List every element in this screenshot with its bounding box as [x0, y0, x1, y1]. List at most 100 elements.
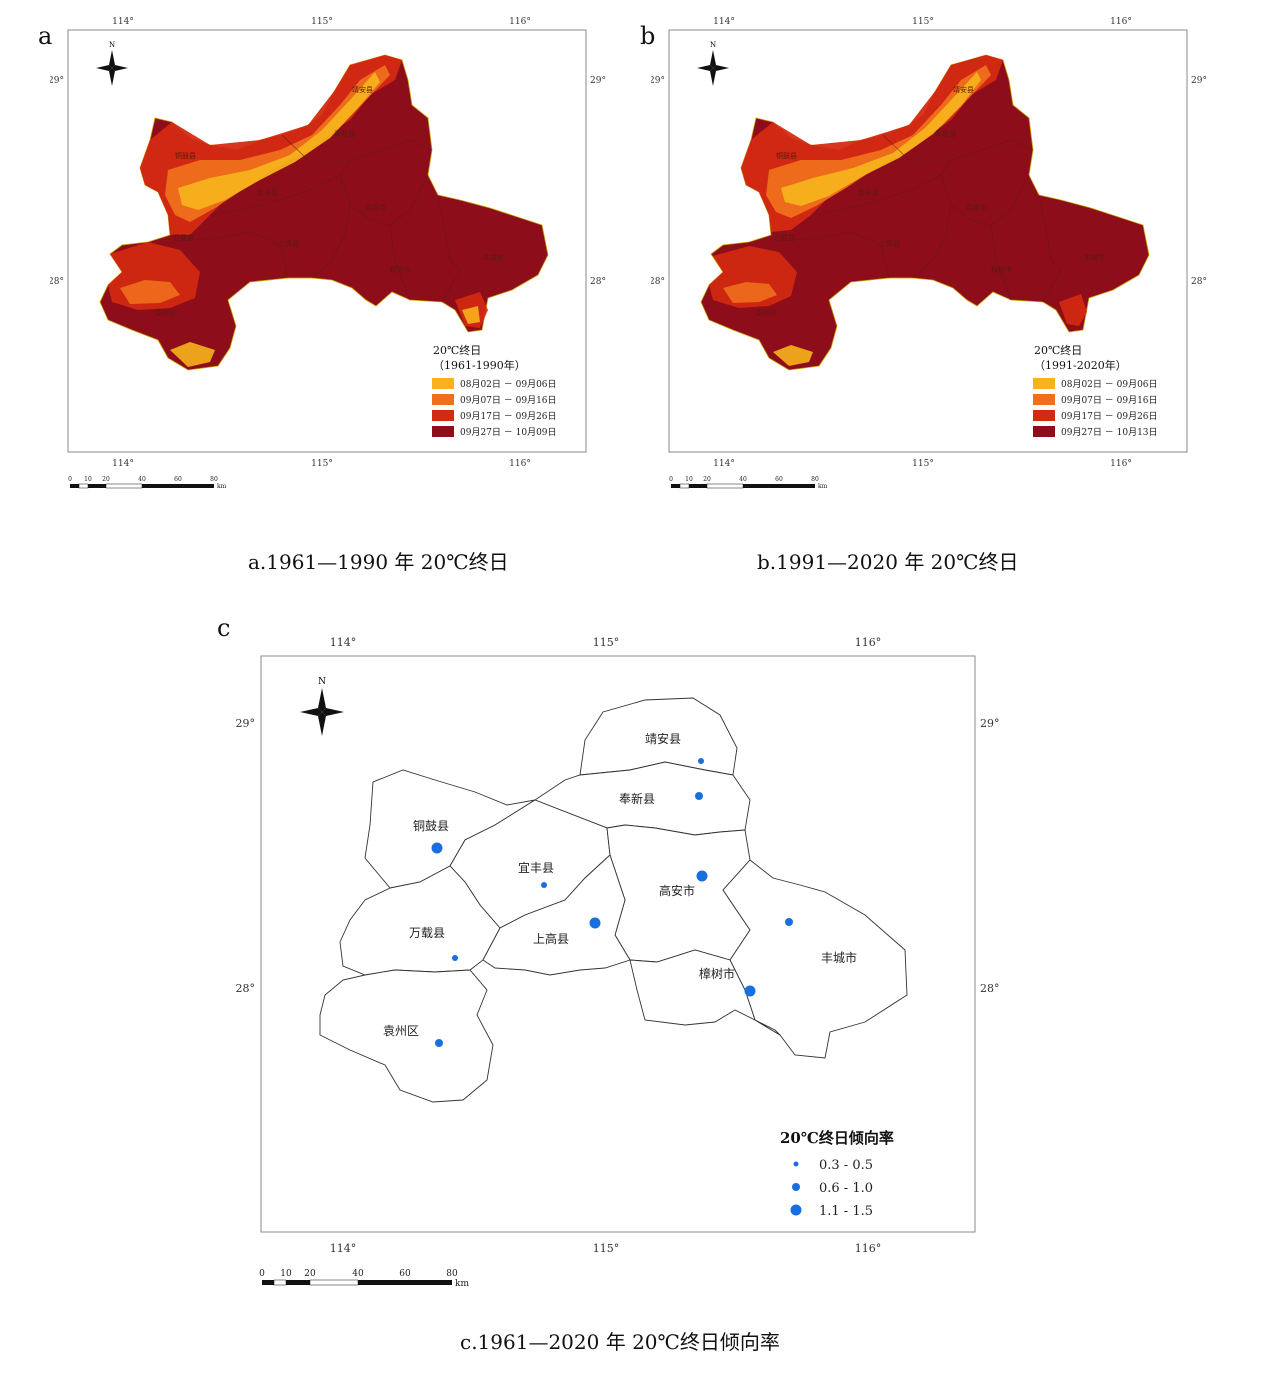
- panel-b-letter: b: [640, 22, 656, 50]
- legend-swatch: [1033, 378, 1055, 389]
- legend: 20℃终日倾向率 0.3 - 0.5 0.6 - 1.0 1.1 - 1.5: [780, 1129, 894, 1219]
- scale-bar: 0 10 20 40 60 80 km: [68, 476, 227, 490]
- trend-point-fengcheng: [785, 918, 793, 926]
- legend-swatch: [1033, 394, 1055, 405]
- place-label: 高安市: [659, 883, 695, 898]
- svg-text:40: 40: [352, 1269, 364, 1279]
- svg-text:km: km: [818, 483, 828, 490]
- lat-tick-right: 28°: [980, 982, 1000, 995]
- trend-point-jingan: [698, 758, 704, 764]
- place-label: 樟树市: [699, 966, 735, 981]
- place-label: 靖安县: [953, 85, 974, 94]
- place-label: 高安市: [966, 203, 987, 212]
- svg-text:N: N: [710, 41, 716, 49]
- place-label: 铜鼓县: [175, 151, 196, 160]
- north-arrow-icon: N: [300, 677, 344, 736]
- county-fengcheng: [722, 859, 908, 1059]
- lat-tick-left: 28°: [50, 277, 64, 287]
- place-label: 万载县: [173, 233, 194, 242]
- legend-swatch: [432, 410, 454, 421]
- lon-tick-bottom: 116°: [509, 459, 531, 469]
- lon-tick-bottom: 116°: [855, 1242, 882, 1255]
- svg-text:20: 20: [102, 476, 110, 483]
- legend-period: （1991-2020年）: [1034, 358, 1127, 372]
- lat-tick-right: 29°: [590, 76, 606, 86]
- place-label: 宜丰县: [518, 860, 554, 875]
- county-yuanzhou: [319, 969, 494, 1103]
- legend: 20℃终日 （1991-2020年） 08月02日 － 09月06日 09月07…: [1033, 343, 1158, 438]
- svg-text:60: 60: [775, 476, 783, 483]
- lon-tick-top: 116°: [855, 636, 882, 649]
- legend-item-label: 09月27日 － 10月13日: [1061, 427, 1158, 438]
- map-panel-b: 114° 115° 116° 114° 115° 116° 29° 28° 29…: [651, 17, 1207, 490]
- place-label: 奉新县: [334, 129, 355, 138]
- svg-text:N: N: [109, 41, 115, 49]
- lat-tick-left: 29°: [651, 76, 665, 86]
- caption-a: a.1961—1990 年 20℃终日: [248, 550, 509, 574]
- legend-item-label: 0.6 - 1.0: [819, 1181, 873, 1196]
- lat-tick-right: 28°: [590, 277, 606, 287]
- place-label: 靖安县: [645, 731, 681, 746]
- lat-tick-left: 29°: [236, 717, 256, 730]
- map-frame: [668, 29, 1188, 453]
- svg-text:N: N: [318, 677, 326, 687]
- caption-b: b.1991—2020 年 20℃终日: [757, 550, 1019, 574]
- svg-text:20: 20: [304, 1269, 316, 1279]
- legend-item-label: 09月17日 － 09月26日: [460, 411, 557, 422]
- legend-title: 20℃终日倾向率: [780, 1129, 894, 1147]
- legend-dot-medium: [792, 1183, 800, 1191]
- svg-text:80: 80: [811, 476, 819, 483]
- legend-item-label: 08月02日 － 09月06日: [460, 379, 557, 390]
- map-panel-a: 114° 115° 116° 114° 115° 116° 29° 28° 29…: [50, 17, 606, 490]
- lon-tick-top: 116°: [509, 17, 531, 27]
- svg-text:20: 20: [703, 476, 711, 483]
- caption-c: c.1961—2020 年 20℃终日倾向率: [460, 1330, 780, 1354]
- svg-text:0: 0: [669, 476, 673, 483]
- svg-text:40: 40: [739, 476, 747, 483]
- svg-text:60: 60: [174, 476, 182, 483]
- county-boundaries: [319, 697, 908, 1103]
- place-label: 上高县: [533, 931, 569, 946]
- place-label: 万载县: [409, 926, 445, 940]
- svg-text:0: 0: [68, 476, 72, 483]
- svg-text:km: km: [217, 483, 227, 490]
- lon-tick-top: 115°: [311, 17, 333, 27]
- lon-tick-bottom: 114°: [713, 459, 735, 469]
- lon-tick-top: 115°: [593, 636, 620, 649]
- legend-title: 20℃终日: [433, 343, 481, 357]
- svg-text:10: 10: [84, 476, 92, 483]
- trend-points: [431, 758, 793, 1047]
- legend-item-label: 09月07日 － 09月16日: [460, 395, 557, 406]
- legend-dot-small: [793, 1161, 799, 1167]
- lat-tick-left: 29°: [50, 76, 64, 86]
- legend-item-label: 1.1 - 1.5: [819, 1204, 873, 1219]
- place-label: 高安市: [365, 203, 386, 212]
- svg-text:0: 0: [259, 1269, 265, 1279]
- place-label: 袁州区: [756, 308, 777, 317]
- legend: 20℃终日 （1961-1990年） 08月02日 － 09月06日 09月07…: [432, 343, 557, 438]
- place-label: 上高县: [879, 239, 900, 248]
- lat-tick-left: 28°: [236, 982, 256, 995]
- scale-bar: 0 10 20 40 60 80 km: [259, 1269, 469, 1289]
- panel-c-letter: c: [217, 614, 231, 642]
- trend-point-wanzai: [452, 955, 458, 961]
- legend-swatch: [432, 394, 454, 405]
- legend-item-label: 09月27日 － 10月09日: [460, 427, 557, 438]
- north-arrow-icon: N: [697, 41, 729, 86]
- scale-bar: 0 10 20 40 60 80 km: [669, 476, 828, 490]
- lat-tick-left: 28°: [651, 277, 665, 287]
- trend-point-gaoan: [696, 870, 708, 882]
- svg-text:10: 10: [280, 1269, 292, 1279]
- place-label: 奉新县: [619, 791, 655, 806]
- lon-tick-top: 114°: [713, 17, 735, 27]
- legend-swatch: [1033, 426, 1055, 437]
- place-label: 靖安县: [352, 85, 373, 94]
- legend-item-label: 08月02日 － 09月06日: [1061, 379, 1158, 390]
- place-label: 奉新县: [935, 129, 956, 138]
- lat-tick-right: 29°: [1191, 76, 1207, 86]
- place-label: 袁州区: [383, 1024, 419, 1038]
- county-zhangshu: [629, 949, 781, 1036]
- legend-item-label: 09月07日 － 09月16日: [1061, 395, 1158, 406]
- place-label: 铜鼓县: [413, 818, 449, 833]
- svg-text:10: 10: [685, 476, 693, 483]
